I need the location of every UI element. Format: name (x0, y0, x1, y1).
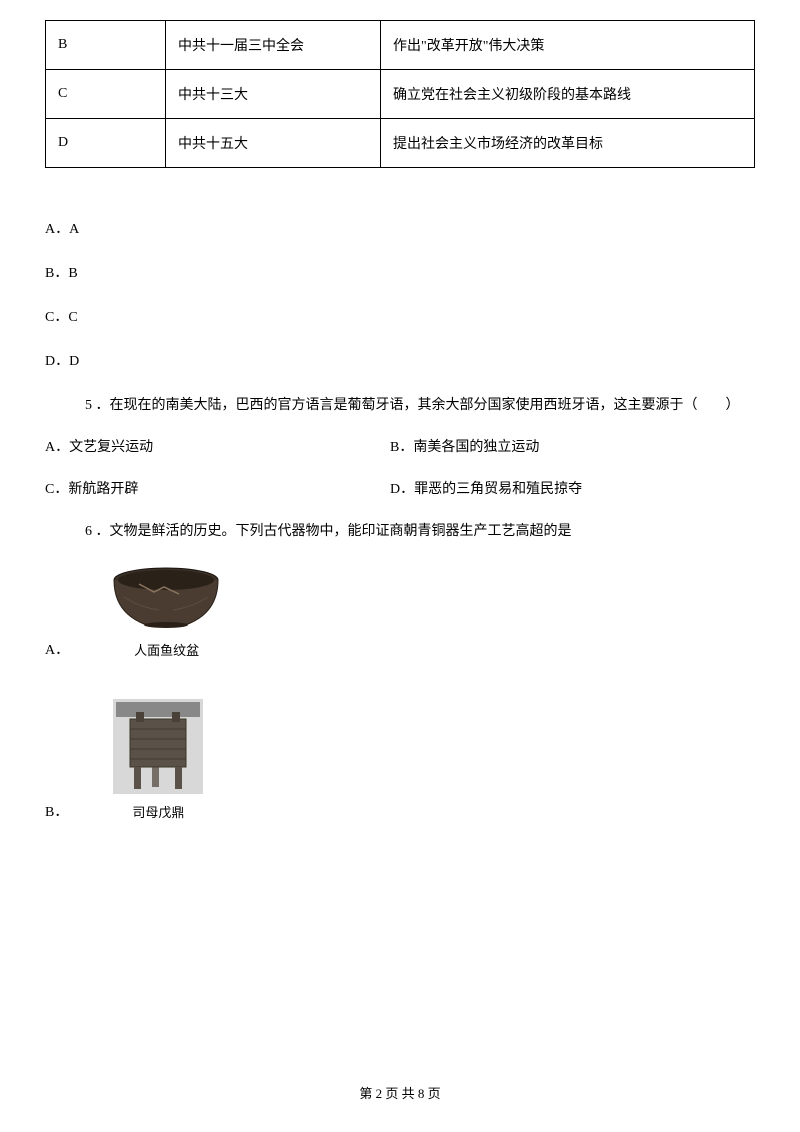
q5-option-d: D．罪恶的三角贸易和殖民掠夺 (390, 478, 755, 498)
table-cell: D (46, 119, 166, 168)
table-row: D 中共十五大 提出社会主义市场经济的改革目标 (46, 119, 755, 168)
table-cell: 中共十五大 (166, 119, 381, 168)
options-table: B 中共十一届三中全会 作出"改革开放"伟大决策 C 中共十三大 确立党在社会主… (45, 20, 755, 168)
q5-options-row-2: C．新航路开辟 D．罪恶的三角贸易和殖民掠夺 (45, 478, 755, 498)
q5-options-row-1: A．文艺复兴运动 B．南美各国的独立运动 (45, 436, 755, 456)
ding-icon (108, 694, 208, 799)
q5-option-b: B．南美各国的独立运动 (390, 436, 755, 456)
q6-option-a-label: A． (45, 639, 69, 659)
page-footer: 第 2 页 共 8 页 (0, 1083, 800, 1102)
ding-image-container: 司母戊鼎 (73, 694, 208, 821)
q6-option-a: A． 人面鱼纹盆 (45, 562, 755, 659)
bowl-icon (109, 562, 224, 637)
q6-option-b: B． 司母戊鼎 (45, 694, 755, 821)
question-5-text: 5 ．在现在的南美大陆，巴西的官方语言是葡萄牙语，其余大部分国家使用西班牙语，这… (45, 394, 755, 414)
option-d: D．D (45, 350, 755, 370)
question-6-text: 6 ．文物是鲜活的历史。下列古代器物中，能印证商朝青铜器生产工艺高超的是 (45, 520, 755, 540)
table-row: B 中共十一届三中全会 作出"改革开放"伟大决策 (46, 21, 755, 70)
bowl-caption: 人面鱼纹盆 (109, 640, 224, 659)
option-b: B．B (45, 262, 755, 282)
table-cell: 中共十一届三中全会 (166, 21, 381, 70)
ding-caption: 司母戊鼎 (108, 802, 208, 821)
option-c: C．C (45, 306, 755, 326)
bowl-image-container: 人面鱼纹盆 (74, 562, 224, 659)
table-cell: 确立党在社会主义初级阶段的基本路线 (381, 70, 755, 119)
q5-option-a: A．文艺复兴运动 (45, 436, 390, 456)
table-cell: 作出"改革开放"伟大决策 (381, 21, 755, 70)
table-cell: B (46, 21, 166, 70)
table-cell: 中共十三大 (166, 70, 381, 119)
q6-option-b-label: B． (45, 801, 68, 821)
table-row: C 中共十三大 确立党在社会主义初级阶段的基本路线 (46, 70, 755, 119)
table-cell: 提出社会主义市场经济的改革目标 (381, 119, 755, 168)
option-a: A．A (45, 218, 755, 238)
table-cell: C (46, 70, 166, 119)
q5-option-c: C．新航路开辟 (45, 478, 390, 498)
